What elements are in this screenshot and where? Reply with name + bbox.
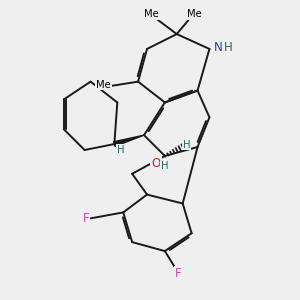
Text: H: H xyxy=(160,161,168,171)
Text: Me: Me xyxy=(144,9,159,19)
Text: H: H xyxy=(224,41,232,54)
Text: F: F xyxy=(175,267,181,280)
Text: O: O xyxy=(151,157,160,170)
Text: F: F xyxy=(83,212,89,226)
Text: H: H xyxy=(117,145,124,155)
Text: Me: Me xyxy=(96,80,111,90)
Text: H: H xyxy=(182,140,190,150)
Text: N: N xyxy=(213,41,222,54)
Text: Me: Me xyxy=(187,9,202,19)
Polygon shape xyxy=(114,135,144,146)
